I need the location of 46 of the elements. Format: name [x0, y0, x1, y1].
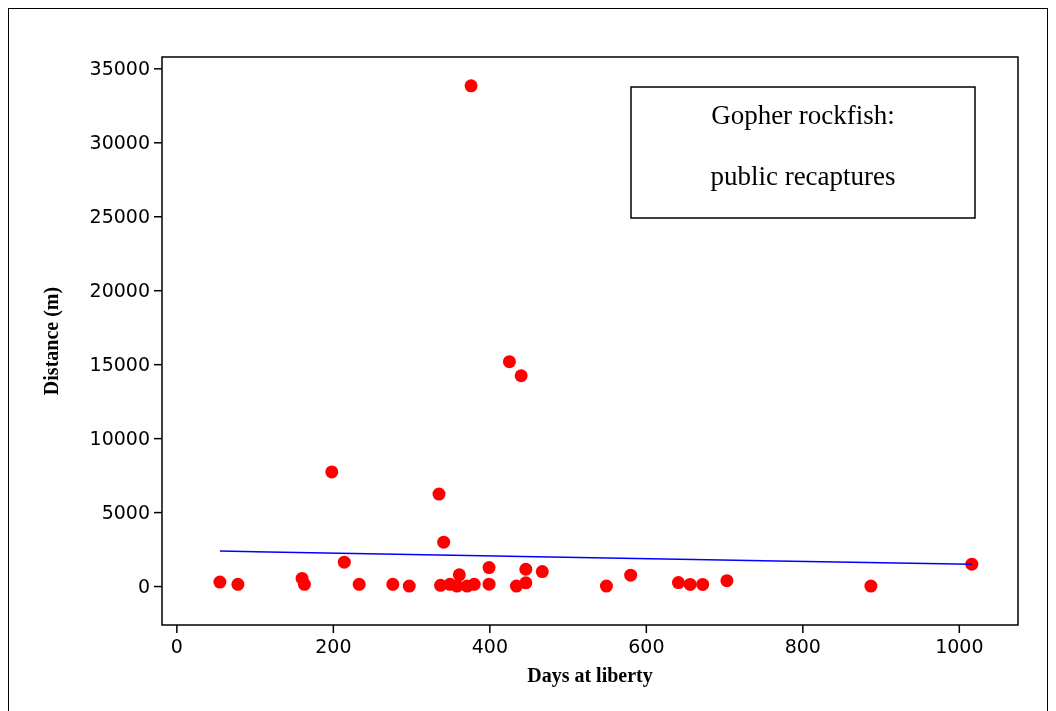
point — [437, 535, 451, 549]
point — [519, 576, 533, 590]
x-tick-label: 400 — [471, 635, 508, 657]
y-tick-label: 20000 — [89, 279, 150, 302]
x-axis-title: Days at liberty — [527, 664, 653, 687]
y-tick-label: 10000 — [89, 427, 150, 450]
y-tick-label: 15000 — [89, 353, 150, 376]
point — [352, 577, 366, 591]
point — [624, 568, 638, 582]
point — [337, 555, 351, 569]
point — [720, 574, 734, 588]
point — [432, 487, 446, 501]
x-tick-label: 600 — [628, 635, 665, 657]
point — [671, 576, 685, 590]
point — [535, 565, 549, 579]
point — [965, 557, 979, 571]
point — [599, 579, 613, 593]
point — [213, 575, 227, 589]
point — [402, 579, 416, 593]
y-tick-label: 35000 — [89, 57, 150, 80]
point — [452, 568, 466, 582]
point — [386, 577, 400, 591]
point — [502, 355, 516, 369]
point — [464, 79, 478, 93]
x-tick-label: 0 — [170, 635, 183, 657]
x-tick-label: 800 — [784, 635, 821, 657]
x-tick-label: 1000 — [935, 635, 984, 657]
y-tick-label: 5000 — [101, 501, 150, 524]
annotation: public recaptures — [710, 161, 896, 191]
point — [297, 577, 311, 591]
point — [519, 562, 533, 576]
point — [325, 465, 339, 479]
x-tick-label: 200 — [315, 635, 352, 657]
point — [482, 561, 496, 575]
point — [696, 577, 710, 591]
y-tick-label: 30000 — [89, 131, 150, 154]
point — [467, 577, 481, 591]
point — [864, 579, 878, 593]
annotation: Gopher rockfish: — [711, 100, 895, 130]
point — [514, 369, 528, 383]
y-tick-label: 25000 — [89, 205, 150, 228]
point — [231, 577, 245, 591]
point — [683, 577, 697, 591]
y-tick-label: 0 — [137, 575, 150, 598]
y-axis-title: Distance (m) — [40, 286, 63, 396]
point — [482, 577, 496, 591]
